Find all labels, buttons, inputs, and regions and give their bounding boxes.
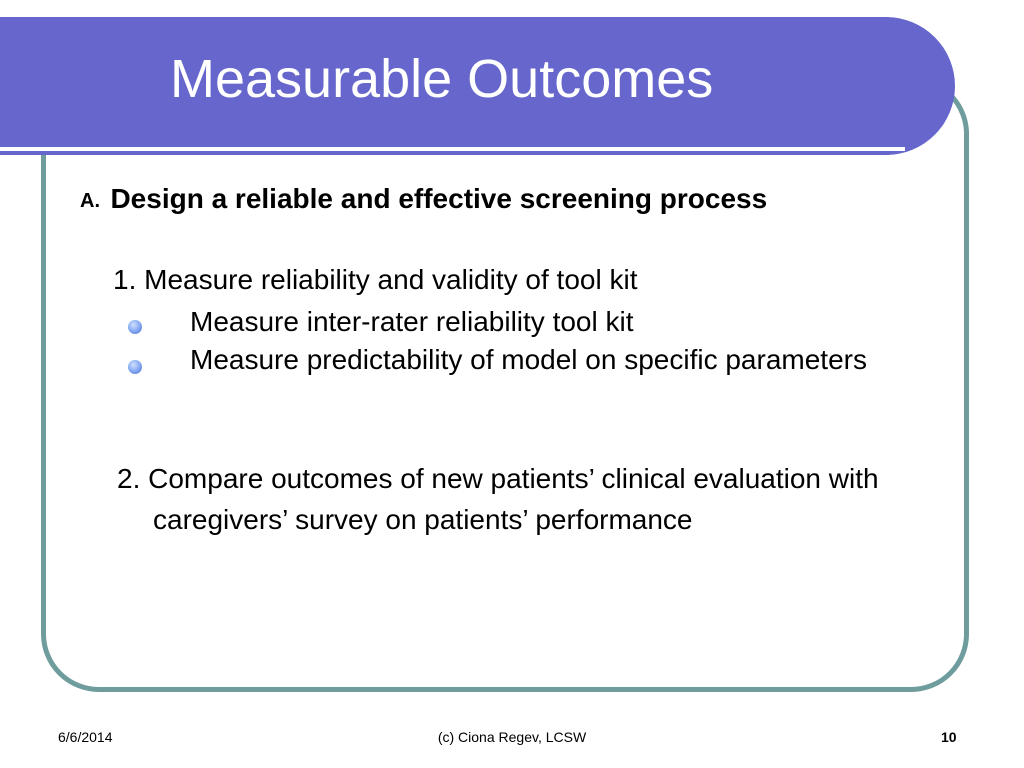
slide-title: Measurable Outcomes: [170, 49, 714, 109]
footer-author: (c) Ciona Regev, LCSW: [437, 729, 587, 745]
title-bar: [0, 17, 955, 155]
numbered-item-2: 2. Compare outcomes of new patients’ cli…: [117, 463, 879, 535]
footer-date: 6/6/2014: [58, 729, 113, 745]
title-underline: [0, 147, 905, 151]
slide-frame: [41, 76, 969, 692]
heading-marker: A.: [80, 190, 100, 212]
bullet-text: Measure predictability of model on speci…: [190, 344, 867, 375]
bullet-dot-icon: [128, 320, 142, 334]
bullet-dot-icon: [128, 360, 142, 374]
section-heading: A. Design a reliable and effective scree…: [80, 180, 980, 218]
page-number: 10: [941, 729, 957, 745]
bullet-text: Measure inter-rater reliability tool kit: [190, 306, 634, 337]
numbered-item-1: 1. Measure reliability and validity of t…: [113, 264, 638, 295]
heading-text: Design a reliable and effective screenin…: [110, 183, 768, 214]
